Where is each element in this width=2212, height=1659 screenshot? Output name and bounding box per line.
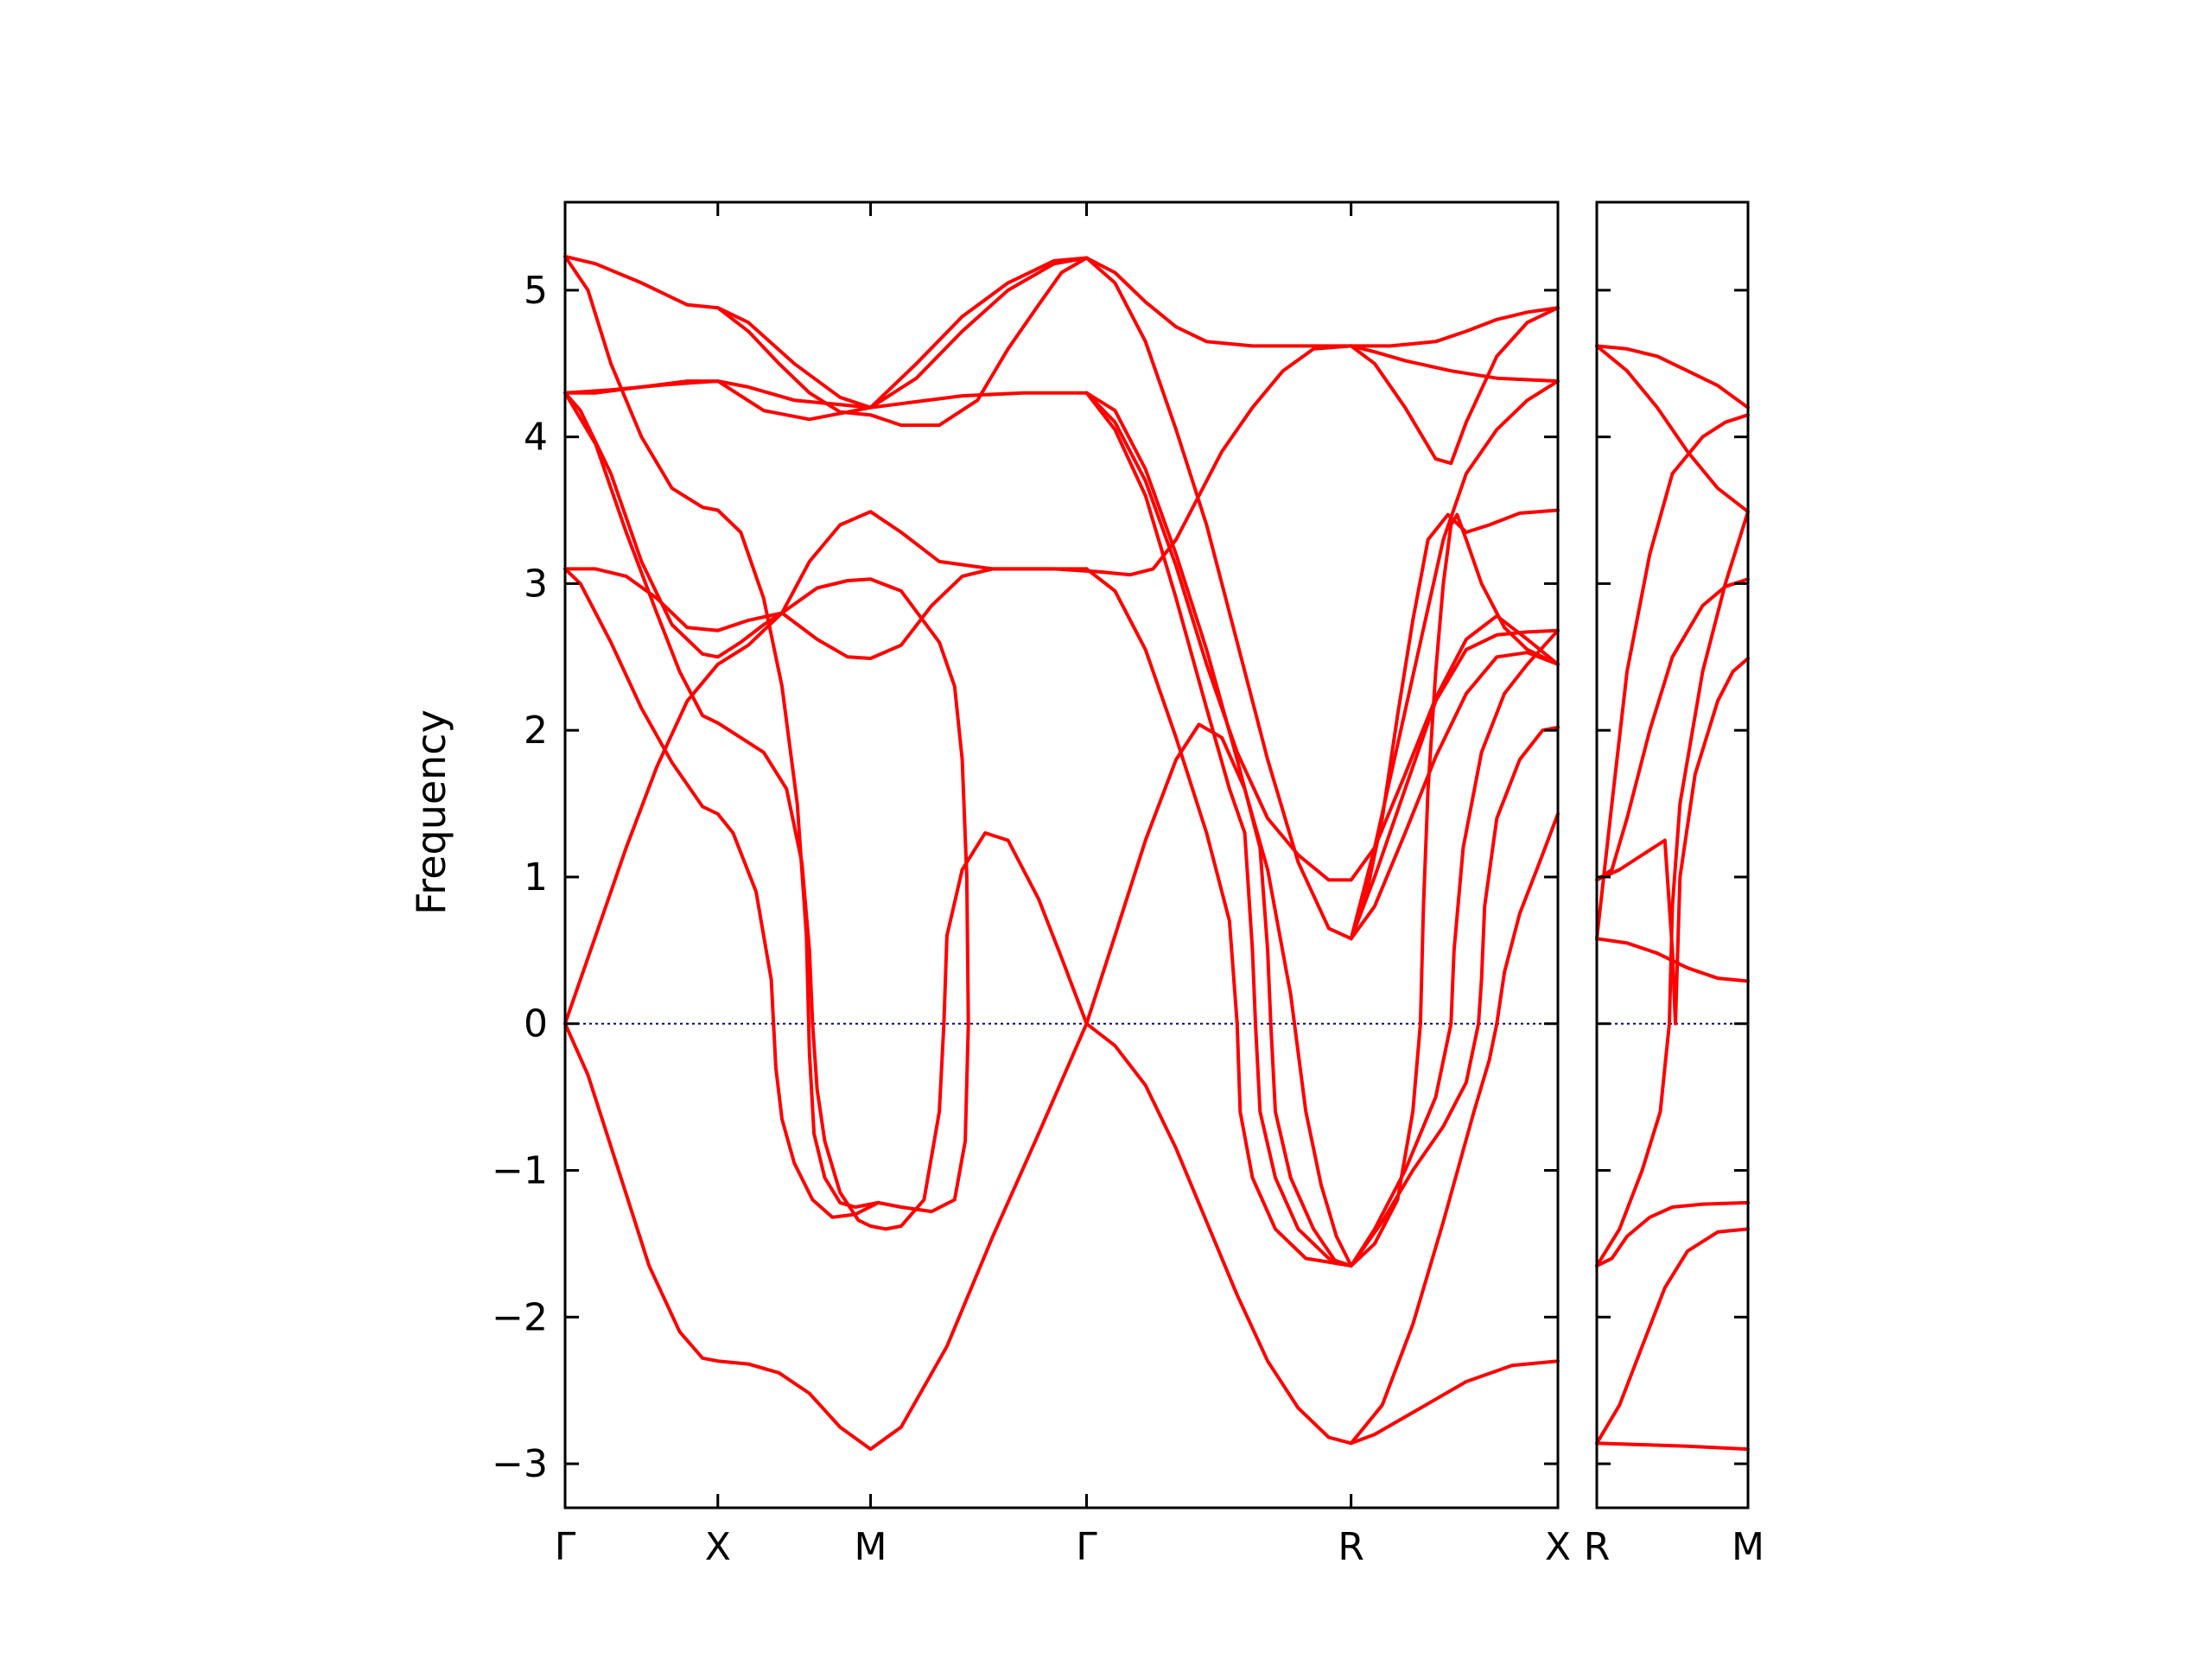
band-line: [1084, 1021, 1560, 1446]
band-line: [1595, 1200, 1750, 1268]
y-axis-label: Frequency: [408, 709, 454, 915]
y-tick-label: 3: [524, 562, 548, 606]
band-line: [563, 344, 1353, 659]
band-line: [1349, 344, 1560, 384]
band-line: [1349, 628, 1560, 1268]
band-line: [1595, 413, 1750, 941]
band-line: [1084, 391, 1560, 882]
band-line: [1349, 379, 1560, 941]
plot-frame: [563, 200, 1560, 1510]
y-tick-label: 5: [524, 269, 548, 313]
band-line: [563, 254, 880, 1209]
band-line: [1349, 812, 1560, 1446]
band-line: [1084, 722, 1353, 1268]
band-line: [1595, 577, 1750, 882]
band-line: [1084, 256, 1560, 941]
band-line: [1084, 567, 1353, 1268]
plot-frame: [1595, 200, 1750, 1510]
x-tick-label: M: [1732, 1525, 1764, 1569]
band-line: [1084, 391, 1353, 1268]
main-panel: −3 −2 −1 0 1 2 3 4 5 Γ X M Γ R X: [492, 200, 1571, 1569]
band-line: [563, 256, 1089, 422]
y-tick-label: 0: [524, 1002, 548, 1046]
y-tick-label: 4: [524, 416, 548, 460]
y-tick-label: −1: [492, 1149, 548, 1193]
band-line: [1595, 344, 1750, 514]
band-line: [1595, 344, 1750, 410]
y-tick-label: 1: [524, 855, 548, 899]
x-tick-label: X: [1545, 1525, 1571, 1569]
x-tick-label: Γ: [1076, 1525, 1097, 1569]
x-tick-label: R: [1338, 1525, 1364, 1569]
band-line: [563, 567, 970, 1214]
band-line: [1084, 256, 1560, 348]
x-tick-label: R: [1584, 1525, 1611, 1569]
band-line: [1349, 628, 1560, 941]
band-line: [1349, 508, 1560, 941]
band-line: [1084, 391, 1353, 1268]
x-tick-label: Γ: [555, 1525, 576, 1569]
band-line: [715, 256, 1089, 410]
band-line: [1349, 725, 1560, 1268]
band-line: [1595, 510, 1750, 1268]
y-tick-label: −2: [492, 1295, 548, 1339]
y-tick-label: 2: [524, 709, 548, 753]
band-line: [563, 567, 1089, 1026]
y-tick-label: −3: [492, 1442, 548, 1486]
x-tick-label: M: [855, 1525, 887, 1569]
band-line: [1349, 306, 1560, 466]
band-line: [1595, 1227, 1750, 1446]
band-line: [563, 567, 880, 1219]
band-line: [1595, 1441, 1750, 1452]
band-line: [563, 1021, 1089, 1452]
x-tick-label: X: [705, 1525, 731, 1569]
band-line: [1595, 657, 1750, 1026]
band-line: [1349, 512, 1560, 1268]
band-line: [563, 391, 1089, 1231]
